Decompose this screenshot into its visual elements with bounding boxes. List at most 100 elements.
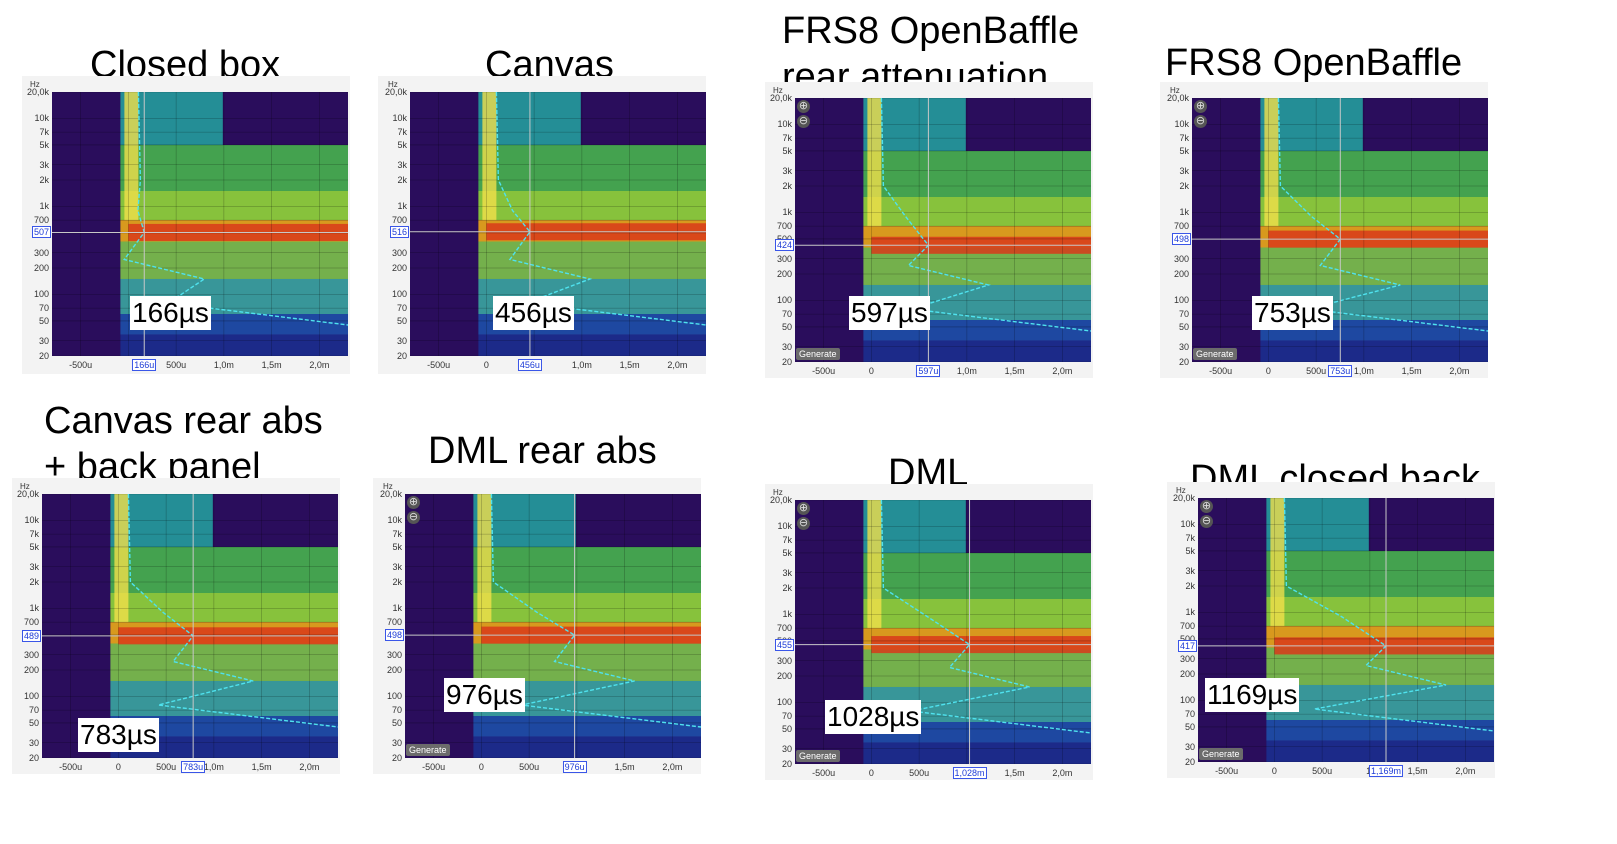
x-tick-label: 2,0m	[1449, 366, 1470, 376]
energy-band	[1266, 740, 1494, 762]
cursor-time-label: 597u	[916, 365, 941, 377]
y-tick-label: 10k	[24, 515, 39, 526]
y-tick-label: 7k	[782, 133, 792, 144]
zoom-out-icon[interactable]: ⊖	[1194, 114, 1207, 128]
zoom-in-icon[interactable]: ⊕	[797, 501, 810, 515]
spectrogram-svg	[795, 98, 1091, 362]
cursor-freq-label: 516	[390, 225, 410, 238]
y-tick-label: 50	[396, 315, 407, 326]
zoom-in-icon[interactable]: ⊕	[1194, 99, 1207, 113]
spectrogram-plot[interactable]	[795, 98, 1091, 362]
zoom-in-icon[interactable]: ⊕	[797, 99, 810, 113]
energy-band	[1260, 340, 1488, 362]
group-delay-curve	[495, 92, 706, 326]
spectrogram-svg	[795, 500, 1091, 764]
delay-label: 597µs	[849, 296, 930, 330]
y-axis-unit: Hz	[388, 80, 398, 89]
chart-title: Canvas rear abs + back panel	[44, 400, 323, 488]
y-tick-label: 300	[1173, 253, 1189, 264]
spectrogram-plot[interactable]	[410, 92, 706, 356]
zoom-in-icon[interactable]: ⊕	[407, 495, 420, 509]
y-tick-label: 700	[1173, 221, 1189, 232]
cursor-time-label: 1,028m	[952, 767, 987, 779]
group-delay-curve	[123, 92, 348, 326]
energy-band	[863, 598, 1091, 629]
y-tick-label: 200	[1173, 269, 1189, 279]
y-tick-label: 20	[391, 753, 402, 763]
y-tick-label: 1k	[392, 603, 402, 614]
spectrogram-plot[interactable]	[405, 494, 701, 758]
y-tick-label: 50	[1184, 721, 1195, 732]
y-tick-label: 50	[781, 723, 792, 734]
y-tick-label: 700	[391, 215, 407, 226]
x-tick-label: -500u	[1215, 766, 1239, 776]
y-tick-label: 100	[776, 295, 792, 306]
x-tick-label: -500u	[59, 762, 83, 772]
generate-button[interactable]: Generate	[406, 744, 450, 756]
y-tick-label: 5k	[1179, 145, 1189, 156]
y-tick-label: 5k	[782, 547, 792, 558]
x-tick-label: 0	[868, 768, 874, 778]
x-tick-label: 2,0m	[1052, 768, 1073, 778]
y-tick-label: 70	[391, 705, 402, 716]
x-tick-label: 1,5m	[1004, 768, 1025, 778]
spectrogram-plot[interactable]	[1198, 498, 1494, 762]
x-tick-label: -500u	[427, 360, 451, 370]
y-tick-label: 10k	[1180, 519, 1195, 530]
generate-button[interactable]: Generate	[796, 750, 840, 762]
zoom-out-icon[interactable]: ⊖	[1200, 514, 1213, 528]
y-tick-label: 100	[391, 289, 407, 300]
x-tick-label: 500u	[1306, 366, 1327, 376]
cursor-freq-label: 489	[22, 629, 42, 642]
energy-band	[863, 649, 1091, 687]
x-tick-label: 1,0m	[213, 360, 234, 370]
y-tick-label: 1k	[1185, 607, 1195, 618]
y-tick-label: 3k	[29, 561, 39, 572]
y-tick-label: 20,0k	[379, 489, 402, 499]
y-tick-label: 70	[38, 303, 49, 314]
y-tick-label: 20	[1184, 757, 1195, 767]
x-tick-label: -500u	[1209, 366, 1233, 376]
y-tick-label: 30	[781, 341, 792, 352]
zoom-in-icon[interactable]: ⊕	[1200, 499, 1213, 513]
y-tick-label: 20,0k	[384, 87, 407, 97]
y-tick-label: 700	[23, 617, 39, 628]
cursor-time-label: 166u	[132, 359, 157, 371]
y-tick-label: 20	[1178, 357, 1189, 367]
spectrogram-plot[interactable]	[1192, 98, 1488, 362]
y-tick-label: 10k	[1174, 119, 1189, 130]
y-tick-label: 30	[1178, 341, 1189, 352]
energy-band	[120, 144, 348, 191]
y-tick-label: 700	[1179, 621, 1195, 632]
y-tick-label: 30	[391, 737, 402, 748]
spectrogram-plot[interactable]	[42, 494, 338, 758]
y-tick-label: 300	[776, 253, 792, 264]
y-tick-label: 30	[396, 335, 407, 346]
zoom-out-icon[interactable]: ⊖	[797, 516, 810, 530]
generate-button[interactable]: Generate	[796, 348, 840, 360]
generate-button[interactable]: Generate	[1193, 348, 1237, 360]
y-tick-label: 20,0k	[769, 495, 792, 505]
chart-title: DML rear abs	[428, 430, 657, 472]
energy-band	[110, 680, 338, 717]
y-tick-label: 20,0k	[16, 489, 39, 499]
zoom-out-icon[interactable]: ⊖	[407, 510, 420, 524]
y-tick-label: 7k	[397, 127, 407, 138]
y-tick-label: 30	[38, 335, 49, 346]
y-tick-label: 1k	[29, 603, 39, 614]
y-axis-unit: Hz	[20, 482, 30, 491]
x-tick-label: -500u	[69, 360, 93, 370]
y-tick-label: 200	[776, 671, 792, 681]
zoom-out-icon[interactable]: ⊖	[797, 114, 810, 128]
generate-button[interactable]: Generate	[1199, 748, 1243, 760]
y-tick-label: 1k	[397, 201, 407, 212]
y-tick-label: 500	[766, 234, 792, 244]
group-delay-curve	[127, 494, 338, 728]
y-tick-label: 300	[386, 649, 402, 660]
y-tick-label: 100	[33, 289, 49, 300]
x-tick-label: 1,5m	[614, 762, 635, 772]
y-tick-label: 50	[781, 321, 792, 332]
group-delay-curve	[1283, 498, 1494, 732]
energy-band	[120, 241, 348, 279]
spectrogram-plot[interactable]	[795, 500, 1091, 764]
